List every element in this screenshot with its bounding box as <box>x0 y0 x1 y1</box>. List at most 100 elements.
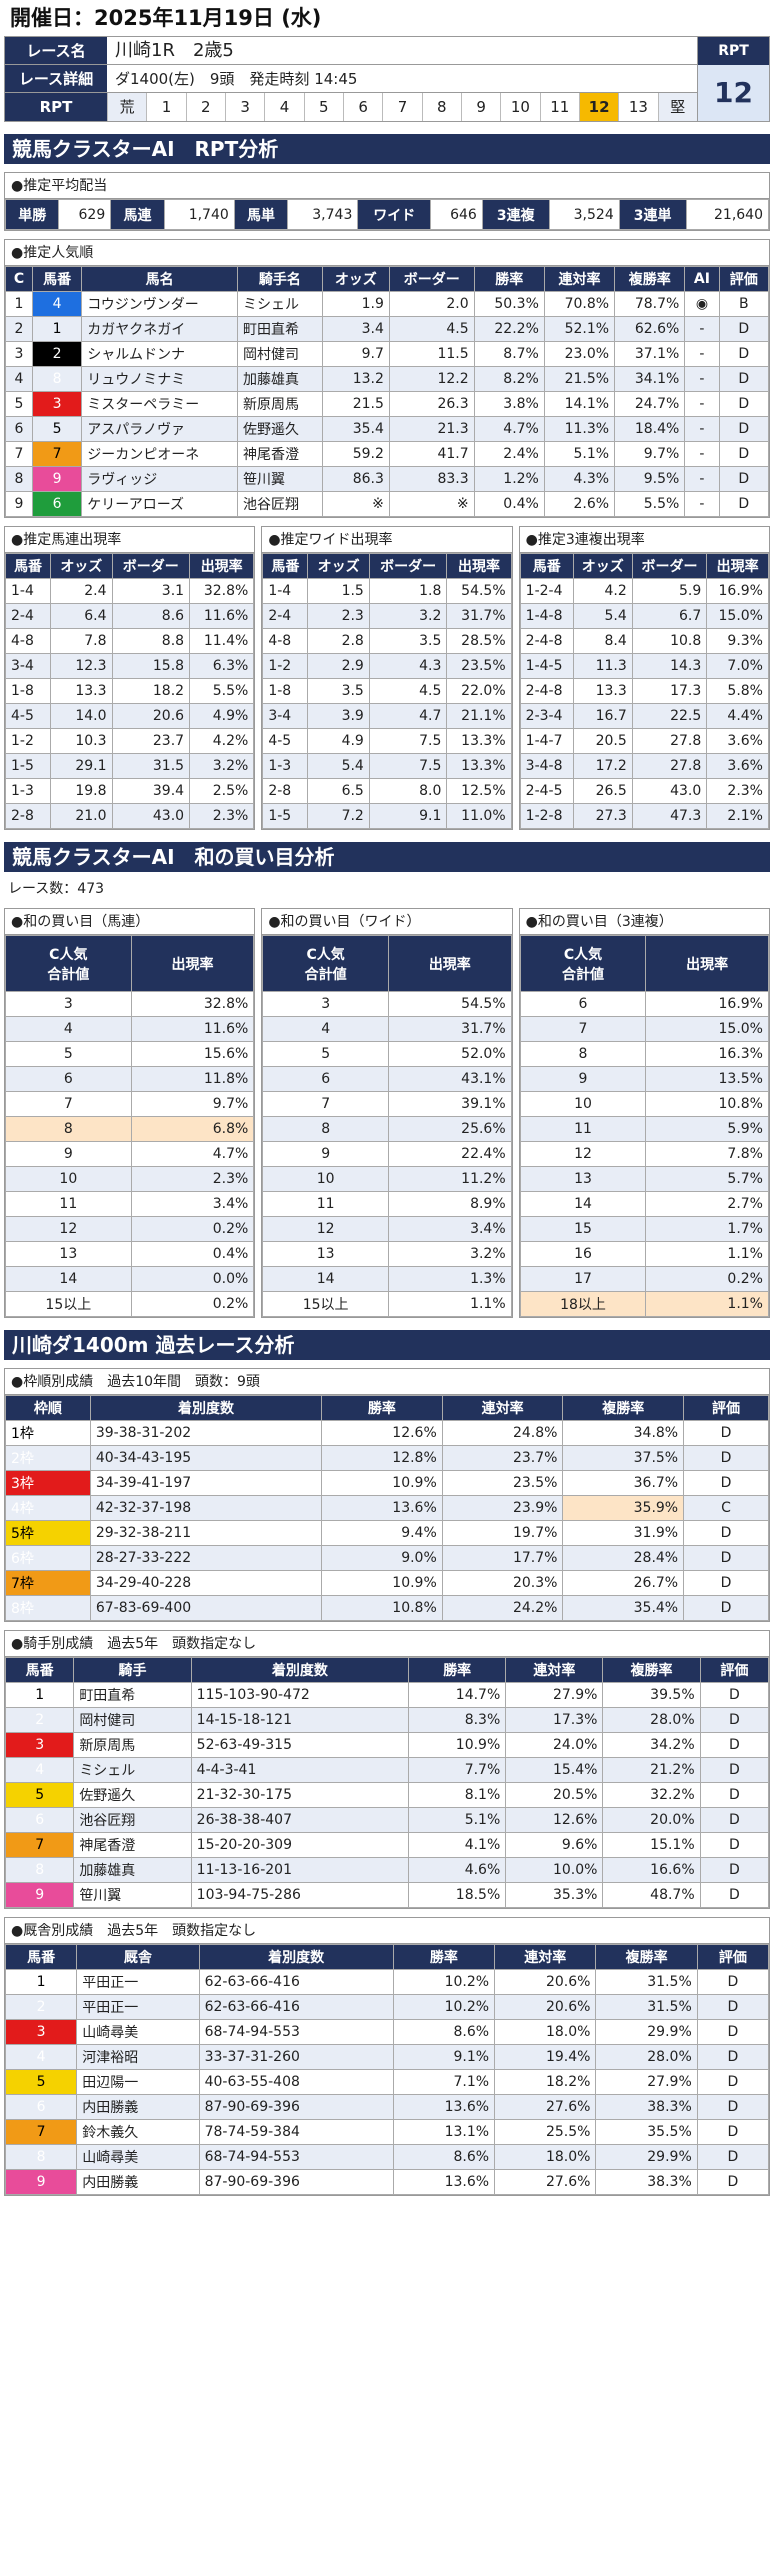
cell: 1-4-5 <box>519 653 574 679</box>
cell: 23.7 <box>111 728 191 754</box>
cell: 山崎尋美 <box>76 2019 200 2045</box>
column-header: C人気 合計値 <box>5 935 132 992</box>
cell: 9.7 <box>321 341 390 367</box>
table-row: 4-5 4.9 7.5 13.3% <box>262 728 512 754</box>
cell: 35.9% <box>562 1495 685 1521</box>
cell: 9.6% <box>505 1832 604 1858</box>
table-row: 1 町田直希 115-103-90-472 14.7% 27.9% 39.5% D <box>4 1682 770 1708</box>
cell: 9 <box>5 491 33 517</box>
cell: 2.3% <box>706 778 769 804</box>
cell: 67-83-69-400 <box>89 1595 323 1621</box>
table-row: 6 池谷匠翔 26-38-38-407 5.1% 12.6% 20.0% D <box>4 1807 770 1833</box>
cell: 22.2% <box>473 316 545 342</box>
cell: 50.3% <box>473 291 545 317</box>
sum-wide-title: ●和の買い目（ワイド） <box>262 909 512 935</box>
cell: D <box>718 316 770 342</box>
cell: D <box>683 1545 769 1571</box>
table-row: 2枠 40-34-43-195 12.8% 23.7% 37.5% D <box>5 1445 769 1471</box>
column-header: 馬番 <box>31 266 83 292</box>
cell: 34.8% <box>562 1420 685 1446</box>
cell: 11.3 <box>572 653 633 679</box>
cell: - <box>684 491 720 517</box>
table-row: 9 笹川翼 103-94-75-286 18.5% 35.3% 48.7% D <box>4 1882 770 1908</box>
table-row: 2 岡村健司 14-15-18-121 8.3% 17.3% 28.0% D <box>4 1707 770 1733</box>
cell: 26-38-38-407 <box>190 1807 410 1833</box>
sum-trio-box: ●和の買い目（3連複） C人気 合計値 出現率 6 16.9% 7 15.0% 8 16.3%… <box>518 908 770 1318</box>
cell: 31.5 <box>111 753 191 779</box>
cell: 38.3% <box>595 2169 698 2195</box>
table-row: 5 52.0% <box>262 1041 512 1067</box>
cell: 6 <box>4 2094 78 2120</box>
cell: - <box>684 416 720 442</box>
cell: D <box>718 341 770 367</box>
cell: 2 <box>5 316 33 342</box>
cell: 1-4 <box>4 578 52 604</box>
cell: 28.5% <box>446 628 512 654</box>
cell: 13 <box>5 1241 132 1267</box>
cell: 新原周馬 <box>236 391 323 417</box>
column-header: 出現率 <box>130 935 255 992</box>
cell: 8 <box>5 466 33 492</box>
cell: 6枠 <box>5 1545 91 1571</box>
cell: 9.7% <box>130 1091 255 1117</box>
table-row: 10 10.8% <box>519 1091 769 1117</box>
rpt-cell: 10 <box>500 93 539 121</box>
cell: 内田勝義 <box>76 2169 200 2195</box>
cell: 7枠 <box>5 1570 91 1596</box>
cell: D <box>718 416 770 442</box>
cell: 10.3 <box>50 728 113 754</box>
table-row: 4-5 14.0 20.6 4.9% <box>4 703 255 729</box>
cell: 28-27-33-222 <box>89 1545 323 1571</box>
trio-table: 馬番 オッズ ボーダー 出現率 1-2-4 4.2 5.9 16.9% 1-4-8 5.4 6.7 1… <box>519 553 769 829</box>
cell: 19.8 <box>50 778 113 804</box>
table-row: 1-5 7.2 9.1 11.0% <box>262 803 512 829</box>
table-row: 18以上 1.1% <box>519 1291 769 1317</box>
cell: 9.1 <box>368 803 448 829</box>
cell: 12.8% <box>321 1445 443 1471</box>
cell: 8.6% <box>392 2144 496 2170</box>
cell: 佐野遥久 <box>236 416 323 442</box>
cell: 12.6% <box>505 1807 604 1833</box>
cell: 13.3% <box>446 728 512 754</box>
cell: 68-74-94-553 <box>198 2019 394 2045</box>
table-row: 2-3-4 16.7 22.5 4.4% <box>519 703 769 729</box>
cell: 5 <box>31 416 83 442</box>
cell: 5枠 <box>5 1520 91 1546</box>
cell: ミシェル <box>73 1757 192 1783</box>
table-row: 2-8 21.0 43.0 2.3% <box>4 803 255 829</box>
cell: 11 <box>262 1191 389 1217</box>
table-row: 4-8 7.8 8.8 11.4% <box>4 628 255 654</box>
column-header: 勝率 <box>408 1657 507 1683</box>
rpt-cell: 11 <box>539 93 579 121</box>
cell: 87-90-69-396 <box>198 2094 394 2120</box>
cell: 4 <box>5 366 33 392</box>
cell: 2-8 <box>4 803 52 829</box>
payout-label: 3連単 <box>618 199 687 230</box>
cell: 62-63-66-416 <box>198 1969 394 1995</box>
cell: 9.7% <box>614 441 686 467</box>
rpt-cell: 4 <box>264 93 303 121</box>
table-row: 3-4-8 17.2 27.8 3.6% <box>519 753 769 779</box>
table-row: 4枠 42-32-37-198 13.6% 23.9% 35.9% C <box>5 1495 769 1521</box>
cell: 町田直希 <box>236 316 323 342</box>
cell: 24.7% <box>614 391 686 417</box>
cell: 43.0 <box>631 778 708 804</box>
cell: 52-63-49-315 <box>190 1732 410 1758</box>
cell: 10.8 <box>631 628 708 654</box>
cell: 6.4 <box>50 603 113 629</box>
cell: 鈴木義久 <box>76 2119 200 2145</box>
jockey-box: ●騎手別成績 過去5年 頭数指定なし 馬番 騎手 着別度数 勝率 連対率 複勝率 評価 1 町田… <box>4 1630 770 1909</box>
column-header: 複勝率 <box>562 1395 685 1421</box>
cell: - <box>684 316 720 342</box>
column-header: 評価 <box>718 266 770 292</box>
column-header: 騎手名 <box>236 266 323 292</box>
cell: 9.4% <box>321 1520 443 1546</box>
cell: D <box>718 366 770 392</box>
column-header: 勝率 <box>473 266 545 292</box>
cell: 14.3 <box>631 653 708 679</box>
table-row: 11 3.4% <box>5 1191 255 1217</box>
cell: 17.7% <box>441 1545 564 1571</box>
column-header: C人気 合計値 <box>519 935 647 992</box>
cell: 4-4-3-41 <box>190 1757 410 1783</box>
umaren-title: ●推定馬連出現率 <box>5 527 255 553</box>
